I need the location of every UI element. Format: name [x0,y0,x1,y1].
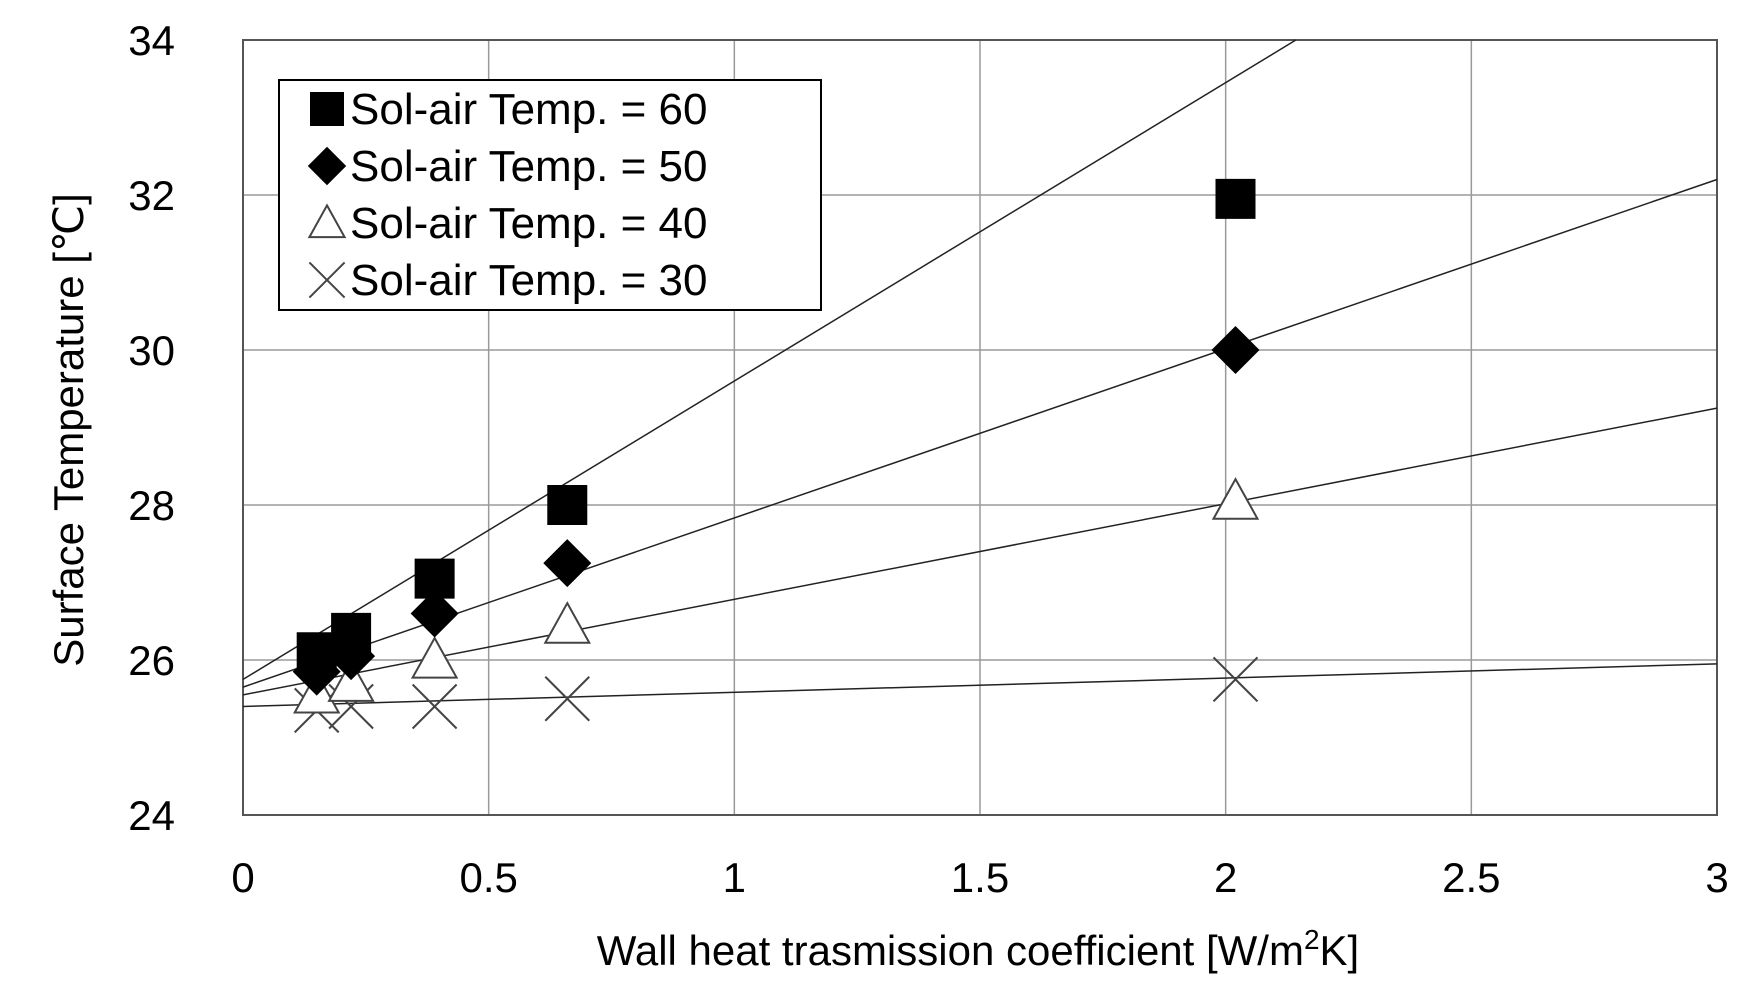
data-point-x [544,676,590,722]
data-point-diamond [410,589,459,638]
y-tick-label: 26 [128,637,175,684]
data-point-x [411,683,458,730]
y-tick-label: 30 [128,327,175,374]
data-point-square [331,612,372,653]
data-point-square [296,632,337,673]
legend-label: Sol-air Temp. = 40 [350,199,707,248]
legend: Sol-air Temp. = 60 Sol-air Temp. = 50 Sol-… [278,79,822,311]
data-point-diamond [1211,326,1260,374]
y-tick-label: 32 [128,172,175,219]
y-axis-label: Surface Temperature [℃] [45,193,92,667]
legend-marker-triangle [307,203,347,239]
x-tick-label: 1.5 [951,854,1009,901]
data-point-triangle [327,659,375,702]
y-tick-labels: 24 26 28 30 32 34 [128,17,175,839]
data-point-x [1212,656,1259,703]
x-tick-label: 3 [1705,854,1728,901]
data-point-square [1215,178,1256,219]
x-stroke [544,676,590,722]
x-stroke [411,683,458,730]
legend-marker-square [310,92,344,126]
y-tick-label: 24 [128,792,175,839]
data-point-triangle [1211,477,1260,520]
legend-box [278,79,822,311]
x-tick-label: 1 [723,854,746,901]
x-tick-labels: 0 0.5 1 1.5 2 2.5 3 [231,854,1728,901]
legend-label: Sol-air Temp. = 50 [350,142,707,191]
plot-frame [242,39,1718,816]
x-tick-label: 0.5 [459,854,517,901]
trendline [242,407,1718,696]
trendline [242,178,1718,688]
data-point-triangle [410,635,459,679]
x-tick-label: 2 [1214,854,1237,901]
data-point-diamond [543,539,592,588]
data-point-square [547,485,588,525]
y-tick-label: 34 [128,17,175,64]
legend-label: Sol-air Temp. = 60 [350,85,707,134]
data-point-square [414,558,455,599]
x-tick-label: 0 [231,854,254,901]
data-point-triangle [543,601,591,644]
x-stroke [1212,656,1259,703]
legend-marker-x [308,261,346,299]
markers [292,178,1260,734]
trendline [242,663,1718,708]
legend-marker-diamond [307,146,347,186]
y-tick-label: 28 [128,482,175,529]
x-axis-label: Wall heat trasmission coefficient [W/m2K… [597,924,1359,974]
x-stroke [308,261,346,299]
x-tick-label: 2.5 [1442,854,1500,901]
legend-label: Sol-air Temp. = 30 [350,256,707,305]
trendlines [242,39,1718,708]
